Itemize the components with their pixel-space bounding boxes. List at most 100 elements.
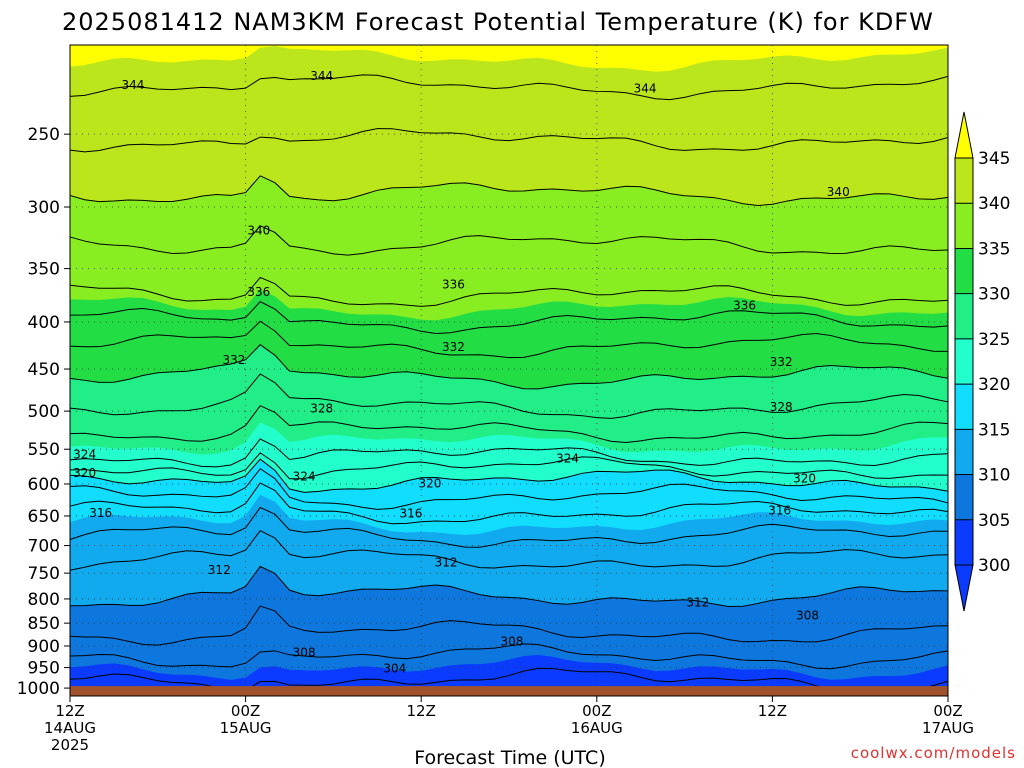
- colorbar-label: 330: [978, 285, 1010, 305]
- y-tick-label: 500: [28, 402, 60, 422]
- contour-label: 312: [435, 555, 458, 569]
- y-tick-label: 300: [28, 198, 60, 218]
- chart-title: 2025081412 NAM3KM Forecast Potential Tem…: [62, 8, 934, 36]
- isentrope-320: [69, 458, 949, 493]
- contour-label: 308: [500, 635, 523, 649]
- contour-label: 332: [442, 340, 465, 354]
- color-band-340: [69, 46, 949, 206]
- colorbar-segment: [955, 338, 973, 385]
- theta-color-bands: [69, 44, 949, 697]
- contour-label: 344: [121, 78, 144, 92]
- contour-label: 316: [400, 506, 423, 520]
- y-tick-label: 750: [28, 564, 60, 584]
- x-tick-label: 00Z: [933, 702, 962, 720]
- x-tick-label: 14AUG: [44, 719, 96, 737]
- y-tick-label: 900: [28, 637, 60, 657]
- y-tick-label: 250: [28, 125, 60, 145]
- contour-label: 312: [686, 595, 709, 609]
- isentrope-338: [69, 225, 949, 256]
- x-tick-label: 12Z: [758, 702, 787, 720]
- isentrope-322: [69, 452, 949, 480]
- isentrope-318: [69, 468, 949, 510]
- contour-label: 328: [770, 400, 793, 414]
- colorbar-label: 305: [978, 511, 1010, 531]
- x-tick-label: 12Z: [407, 702, 436, 720]
- y-tick-label: 1000: [17, 679, 60, 699]
- contour-label: 332: [222, 353, 245, 367]
- isentrope-330: [69, 344, 949, 390]
- y-tick-label: 350: [28, 260, 60, 280]
- isentrope-314: [69, 506, 949, 548]
- ground-surface: [70, 686, 948, 696]
- x-tick-label: 00Z: [582, 702, 611, 720]
- contour-label: 320: [73, 466, 96, 480]
- y-tick-label: 550: [28, 440, 60, 460]
- isentrope-334: [69, 301, 949, 335]
- x-tick-label: 15AUG: [220, 719, 272, 737]
- contour-label: 336: [733, 299, 756, 313]
- contour-label: 316: [768, 503, 791, 517]
- y-tick-label: 650: [28, 507, 60, 527]
- x-tick-label: 12Z: [55, 702, 84, 720]
- x-tick-label: 17AUG: [922, 719, 974, 737]
- contour-label: 320: [419, 476, 442, 490]
- isentrope-306: [69, 643, 949, 670]
- colorbar-label: 310: [978, 466, 1010, 486]
- y-tick-label: 450: [28, 360, 60, 380]
- contour-label: 312: [208, 563, 231, 577]
- y-tick-label: 600: [28, 475, 60, 495]
- credit-text: coolwx.com/models: [851, 744, 1016, 762]
- colorbar-label: 320: [978, 375, 1010, 395]
- x-axis-label: Forecast Time (UTC): [414, 747, 605, 768]
- colorbar-segment: [955, 519, 973, 565]
- isentrope-340: [69, 175, 949, 207]
- x-tick-label: 00Z: [231, 702, 260, 720]
- contour-label: 336: [247, 285, 270, 299]
- y-tick-label: 400: [28, 313, 60, 333]
- colorbar-segment: [955, 384, 973, 430]
- x-tick-label: 2025: [51, 736, 89, 754]
- colorbar-label: 315: [978, 420, 1010, 440]
- isentrope-312: [69, 530, 949, 571]
- y-tick-label: 850: [28, 614, 60, 634]
- contour-label: 332: [770, 355, 793, 369]
- colorbar-label: 325: [978, 330, 1010, 350]
- contour-label: 304: [383, 661, 406, 675]
- contour-label: 340: [827, 185, 850, 199]
- y-axis: 250 300 350 400 450 500 550 600 650 700 750 800 850 9…: [17, 125, 70, 699]
- colorbar: 345 340 335 330 325 320 315 310 305 300: [954, 111, 1010, 612]
- contour-label: 336: [442, 277, 465, 291]
- contour-labels: 344 344 344 340 340 336 336 336 332 332 332 328 328 3…: [73, 69, 850, 676]
- y-tick-label: 800: [28, 590, 60, 610]
- x-tick-label: 16AUG: [571, 719, 623, 737]
- contour-label: 344: [634, 81, 657, 95]
- colorbar-label: 300: [978, 556, 1010, 576]
- contour-label: 324: [293, 470, 316, 484]
- isentrope-316: [69, 482, 949, 525]
- isentrope-326: [69, 405, 949, 444]
- contour-label: 320: [793, 472, 816, 486]
- y-tick-label: 700: [28, 537, 60, 557]
- y-tick-label: 950: [28, 659, 60, 679]
- colorbar-top-arrow: [954, 111, 974, 159]
- isentrope-contours: [69, 74, 949, 692]
- isentrope-344: [69, 74, 949, 101]
- colorbar-label: 340: [978, 194, 1010, 214]
- plot-frame: [69, 44, 949, 697]
- isentrope-324: [69, 438, 949, 468]
- contour-label: 324: [556, 452, 579, 466]
- colorbar-segment: [955, 248, 973, 294]
- isentrope-328: [69, 373, 949, 419]
- colorbar-label: 335: [978, 239, 1010, 259]
- colorbar-bottom-arrow: [954, 564, 974, 612]
- contour-label: 328: [310, 402, 333, 416]
- colorbar-segment: [955, 429, 973, 475]
- contour-label: 308: [293, 646, 316, 660]
- colorbar-segment: [955, 293, 973, 339]
- colorbar-segment: [955, 474, 973, 520]
- isentrope-332: [69, 320, 949, 359]
- colorbar-segment: [955, 203, 973, 249]
- isentrope-308: [69, 605, 949, 646]
